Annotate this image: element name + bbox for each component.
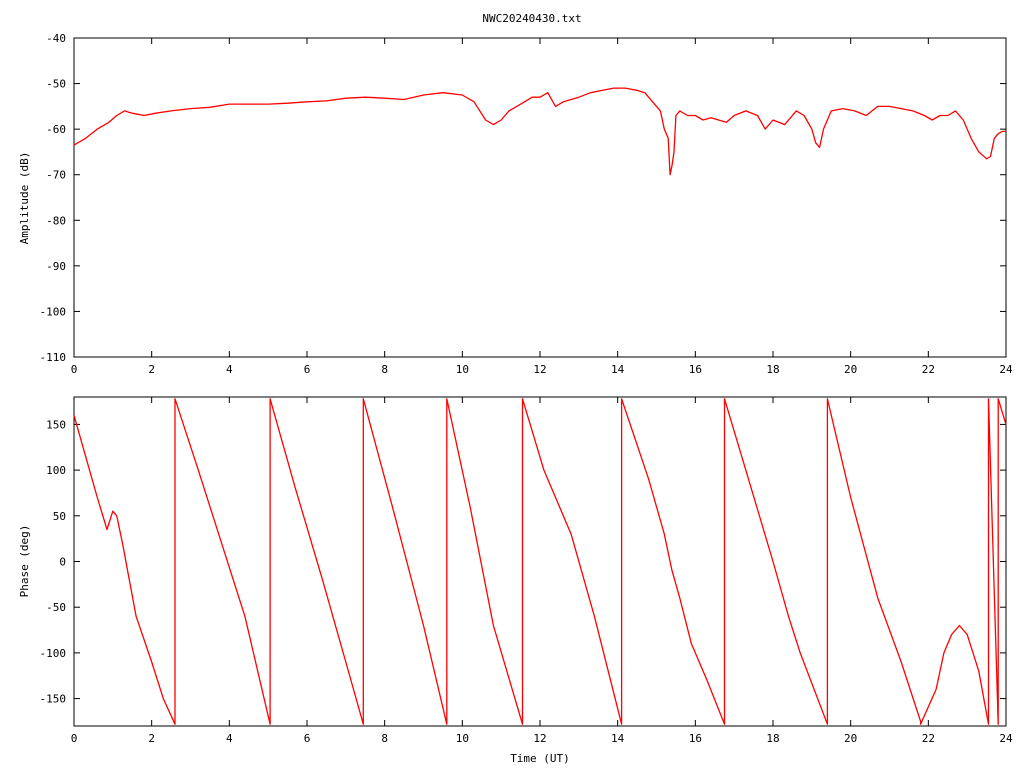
amplitude-y-tick-label: -90 — [46, 260, 66, 273]
amplitude-x-tick-label: 14 — [611, 363, 625, 376]
amplitude-x-tick-label: 20 — [844, 363, 857, 376]
phase-panel: 0 2 4 6 8 10 12 14 16 18 20 22 24150100500-50-100-15… — [18, 396, 1013, 765]
amplitude-plot-frame — [73, 37, 1007, 358]
amplitude-x-tick-label: 8 — [381, 363, 388, 376]
phase-x-tick-label: 24 — [999, 732, 1013, 745]
amplitude-y-tick-label: -50 — [46, 78, 66, 91]
amplitude-panel: 0 2 4 6 8 10 12 14 16 18 20 22 24-40-50-60-70-80-90-… — [18, 32, 1013, 376]
phase-y-tick-label: 150 — [46, 418, 66, 431]
amplitude-x-tick-label: 0 — [71, 363, 78, 376]
phase-y-tick-label: 0 — [59, 556, 66, 569]
amplitude-x-tick-label: 2 — [148, 363, 155, 376]
phase-x-tick-label: 20 — [844, 732, 857, 745]
phase-x-tick-label: 14 — [611, 732, 625, 745]
amplitude-y-tick-label: -40 — [46, 32, 66, 45]
phase-x-axis-label: Time (UT) — [510, 752, 570, 765]
phase-x-tick-label: 12 — [533, 732, 546, 745]
amplitude-x-tick-label: 18 — [766, 363, 779, 376]
amplitude-x-tick-label: 16 — [689, 363, 702, 376]
phase-ticks: 0 2 4 6 8 10 12 14 16 18 20 22 24150100500-50-100-15… — [40, 397, 1013, 745]
phase-x-tick-label: 2 — [148, 732, 155, 745]
amplitude-x-tick-label: 10 — [456, 363, 469, 376]
phase-x-tick-label: 6 — [304, 732, 311, 745]
phase-x-tick-label: 10 — [456, 732, 469, 745]
amplitude-x-tick-label: 12 — [533, 363, 546, 376]
amplitude-y-tick-label: -60 — [46, 123, 66, 136]
phase-y-tick-label: -100 — [40, 647, 67, 660]
phase-x-tick-label: 8 — [381, 732, 388, 745]
phase-x-tick-label: 18 — [766, 732, 779, 745]
amplitude-x-tick-label: 6 — [304, 363, 311, 376]
amplitude-y-axis-label: Amplitude (dB) — [18, 152, 31, 245]
phase-x-tick-label: 22 — [922, 732, 935, 745]
phase-x-tick-label: 16 — [689, 732, 702, 745]
amplitude-y-tick-label: -70 — [46, 169, 66, 182]
phase-x-tick-label: 4 — [226, 732, 233, 745]
amplitude-y-tick-label: -110 — [40, 351, 67, 364]
phase-series-line — [73, 398, 1007, 725]
phase-y-tick-label: 50 — [53, 510, 66, 523]
phase-x-tick-label: 0 — [71, 732, 78, 745]
amplitude-y-tick-label: -80 — [46, 214, 66, 227]
phase-y-tick-label: 100 — [46, 464, 66, 477]
phase-plot-frame — [73, 396, 1007, 727]
amplitude-series-line — [73, 87, 1006, 176]
amplitude-y-tick-label: -100 — [40, 305, 67, 318]
amplitude-x-tick-label: 22 — [922, 363, 935, 376]
phase-y-tick-label: -150 — [40, 693, 67, 706]
amplitude-x-tick-label: 24 — [999, 363, 1013, 376]
phase-y-tick-label: -50 — [46, 601, 66, 614]
amplitude-x-tick-label: 4 — [226, 363, 233, 376]
phase-y-axis-label: Phase (deg) — [18, 525, 31, 598]
chart-title: NWC20240430.txt — [482, 12, 581, 25]
amplitude-ticks: 0 2 4 6 8 10 12 14 16 18 20 22 24-40-50-60-70-80-90-… — [40, 32, 1013, 376]
